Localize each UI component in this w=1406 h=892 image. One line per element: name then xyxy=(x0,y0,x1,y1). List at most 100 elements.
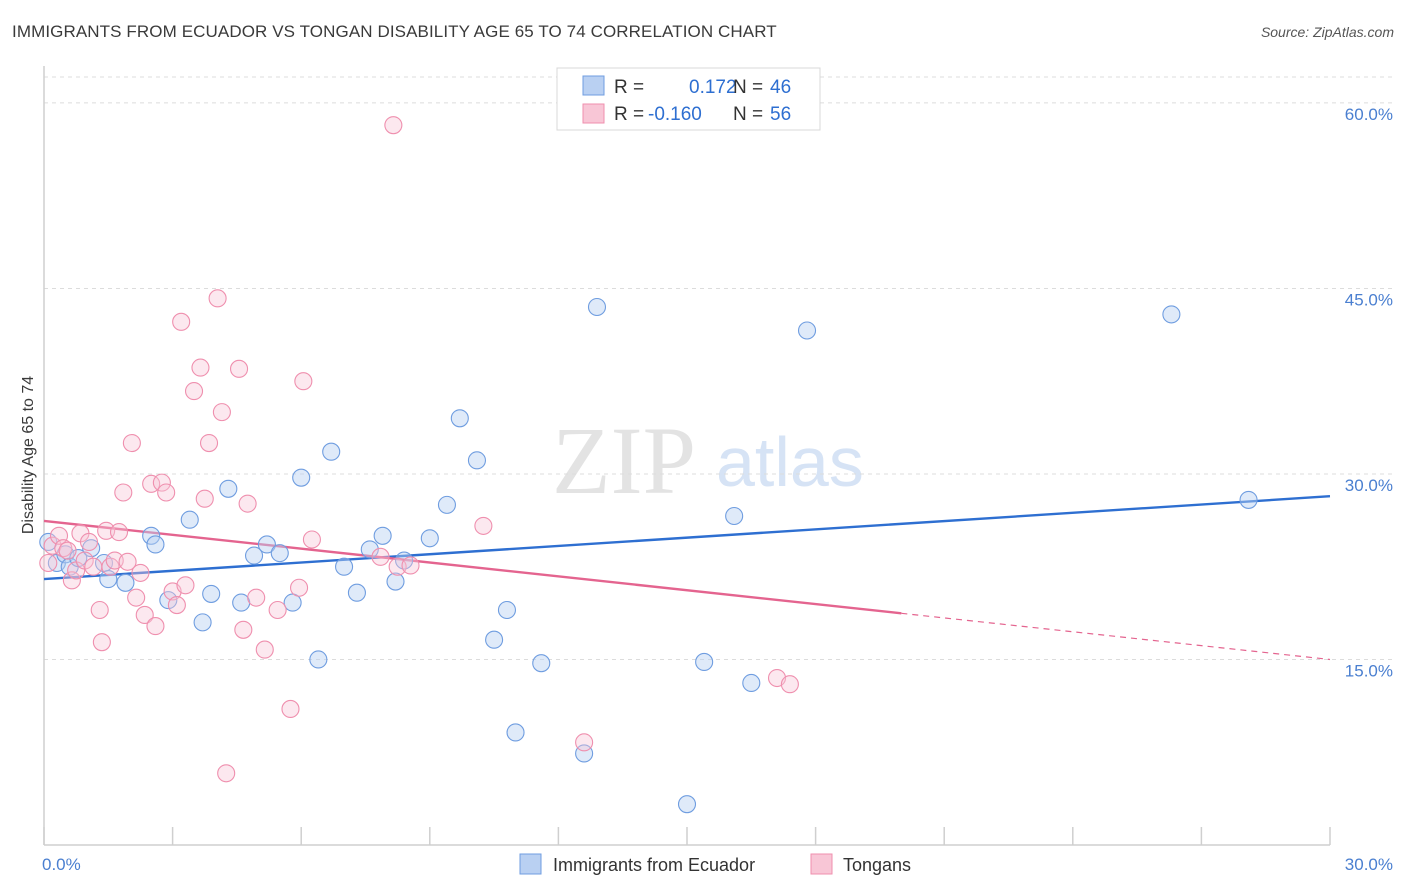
trend-line-tongan xyxy=(43,519,902,615)
point-tongan-13 xyxy=(97,521,116,540)
point-tongan-11 xyxy=(90,600,109,620)
point-tongan-52 xyxy=(474,516,493,535)
point-tongan-36 xyxy=(212,403,231,422)
point-tongan-9 xyxy=(79,532,99,552)
point-ecuador-22 xyxy=(309,650,328,669)
trend-line-dashed-tongan xyxy=(901,612,1331,661)
trend-lines xyxy=(43,495,1331,661)
legend-n-value-tongan: 56 xyxy=(770,104,791,125)
point-ecuador-24 xyxy=(335,557,354,576)
series-legend-swatch-tongan xyxy=(810,853,833,875)
series-legend-label-ecuador: Immigrants from Ecuador xyxy=(553,855,755,875)
series-legend-label-tongan: Tongans xyxy=(843,855,911,875)
point-ecuador-35 xyxy=(497,600,517,620)
point-tongan-30 xyxy=(176,576,195,595)
point-tongan-19 xyxy=(122,433,141,453)
point-tongan-42 xyxy=(255,640,274,659)
axes xyxy=(43,66,1331,846)
point-ecuador-45 xyxy=(1162,305,1181,324)
legend-r-label-tongan: R = xyxy=(614,104,644,125)
point-tongan-38 xyxy=(229,359,249,378)
point-tongan-25 xyxy=(152,473,171,492)
point-ecuador-27 xyxy=(373,526,392,545)
point-tongan-4 xyxy=(58,541,77,560)
point-ecuador-25 xyxy=(347,583,366,602)
point-ecuador-8 xyxy=(116,573,135,592)
y-tick-label-1: 30.0% xyxy=(1345,476,1393,495)
point-tongan-46 xyxy=(294,372,313,391)
point-ecuador-17 xyxy=(244,546,264,565)
point-ecuador-15 xyxy=(219,479,238,498)
watermark-zip: ZIP xyxy=(552,407,696,514)
series-legend-swatch-ecuador xyxy=(519,853,542,875)
point-tongan-21 xyxy=(131,563,150,582)
point-tongan-44 xyxy=(281,699,300,719)
point-ecuador-28 xyxy=(386,572,405,591)
point-tongan-50 xyxy=(388,557,407,576)
point-tongan-37 xyxy=(217,764,236,783)
point-ecuador-23 xyxy=(322,442,341,461)
watermark-atlas: atlas xyxy=(716,423,864,501)
point-ecuador-13 xyxy=(193,613,212,632)
y-tick-label-2: 45.0% xyxy=(1345,290,1393,309)
point-tongan-47 xyxy=(302,530,321,549)
point-ecuador-26 xyxy=(360,540,379,559)
point-ecuador-12 xyxy=(180,510,199,529)
point-tongan-33 xyxy=(195,489,214,508)
data-points xyxy=(39,116,1258,814)
point-ecuador-10 xyxy=(146,535,165,554)
point-ecuador-39 xyxy=(587,297,607,317)
point-tongan-16 xyxy=(109,523,129,542)
point-ecuador-19 xyxy=(270,544,289,563)
point-tongan-41 xyxy=(247,588,266,607)
point-tongan-49 xyxy=(384,116,403,135)
legend-n-label-ecuador: N = xyxy=(733,77,763,98)
x-tick-label-1: 30.0% xyxy=(1345,855,1393,874)
point-tongan-39 xyxy=(234,620,253,639)
point-tongan-48 xyxy=(371,547,390,566)
point-ecuador-42 xyxy=(725,506,744,526)
point-tongan-35 xyxy=(208,289,227,308)
point-ecuador-33 xyxy=(467,451,487,470)
point-ecuador-46 xyxy=(1239,490,1258,509)
point-ecuador-44 xyxy=(797,321,817,340)
point-tongan-51 xyxy=(401,556,420,575)
point-tongan-31 xyxy=(184,382,204,401)
legend-r-value-ecuador: 0.172 xyxy=(689,77,737,98)
point-tongan-17 xyxy=(114,483,133,502)
legend-n-value-ecuador: 46 xyxy=(770,77,791,98)
legend-swatch-ecuador xyxy=(582,75,605,96)
point-ecuador-16 xyxy=(232,593,251,612)
point-ecuador-9 xyxy=(142,526,161,545)
point-ecuador-14 xyxy=(202,584,221,603)
point-tongan-28 xyxy=(167,596,186,615)
legend-swatch-tongan xyxy=(582,103,605,124)
point-ecuador-41 xyxy=(695,652,714,672)
point-ecuador-11 xyxy=(159,591,178,610)
point-tongan-45 xyxy=(290,578,309,597)
trend-line-ecuador xyxy=(43,495,1331,581)
point-ecuador-18 xyxy=(257,535,276,554)
point-tongan-32 xyxy=(191,358,210,377)
point-tongan-22 xyxy=(135,605,154,625)
tick-labels: 15.0% 30.0% 45.0% 60.0% 0.0% 30.0% xyxy=(42,105,1393,874)
point-ecuador-36 xyxy=(506,723,525,742)
point-tongan-40 xyxy=(238,494,257,513)
point-tongan-26 xyxy=(157,483,176,502)
point-tongan-0 xyxy=(39,553,58,573)
point-ecuador-31 xyxy=(437,495,456,514)
point-tongan-12 xyxy=(92,633,111,652)
y-tick-label-3: 60.0% xyxy=(1345,105,1393,124)
series-legend: Immigrants from Ecuador Tongans xyxy=(519,853,911,875)
point-ecuador-43 xyxy=(742,673,761,693)
point-tongan-20 xyxy=(127,588,146,607)
legend-n-label-tongan: N = xyxy=(733,104,763,125)
y-tick-label-0: 15.0% xyxy=(1345,661,1393,680)
point-ecuador-21 xyxy=(292,468,311,487)
point-tongan-43 xyxy=(268,600,287,620)
point-tongan-29 xyxy=(172,312,191,331)
point-tongan-15 xyxy=(105,551,124,570)
y-axis-title: Disability Age 65 to 74 xyxy=(20,376,37,534)
legend-r-label-ecuador: R = xyxy=(614,77,644,98)
